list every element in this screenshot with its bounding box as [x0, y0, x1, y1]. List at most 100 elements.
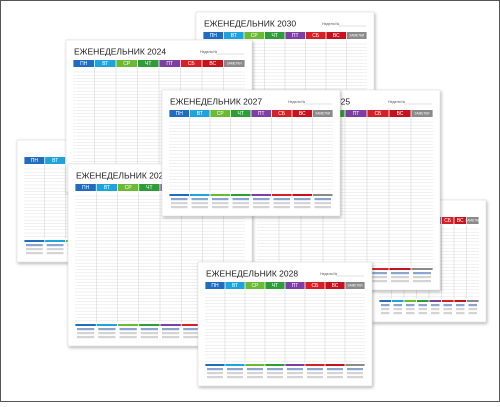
mini-calendar	[347, 372, 363, 375]
mini-calendar	[191, 198, 208, 201]
mini-calendar	[273, 198, 290, 201]
mini-calendar	[46, 244, 64, 247]
day-label: ПН	[31, 158, 39, 164]
mini-calendar	[183, 328, 201, 331]
mini-calendar	[253, 206, 270, 209]
mini-calendar	[393, 304, 402, 307]
planner-sheet: ЕЖЕНЕДЕЛЬНИК 2028 Неделя № ПН ВТ СР ЧТ ПТ СБ ВС З…	[197, 261, 373, 387]
color-bar	[210, 194, 231, 196]
mini-calendar	[26, 244, 43, 247]
mini-calendar	[443, 312, 452, 315]
mini-calendar	[77, 332, 95, 335]
day-label: СР	[217, 111, 225, 117]
mini-calendar	[431, 308, 440, 311]
day-label: ВТ	[197, 111, 203, 117]
color-bar	[45, 240, 66, 242]
day-header	[180, 60, 202, 67]
color-bar	[312, 194, 333, 196]
day-header	[292, 110, 313, 117]
day-header	[389, 110, 411, 117]
color-bar	[466, 300, 479, 302]
day-label: ЗАМЕТКИ	[348, 284, 364, 288]
day-header	[202, 60, 224, 67]
day-label: ЗАМЕТКИ	[315, 112, 331, 116]
mini-calendar	[314, 198, 331, 201]
day-label: ВТ	[104, 185, 110, 191]
mini-calendar	[294, 202, 311, 205]
mini-calendar	[171, 198, 188, 201]
mini-calendar	[431, 304, 440, 307]
mini-calendar	[327, 376, 343, 379]
mini-calendar	[227, 376, 243, 379]
mini-calendar	[267, 376, 283, 379]
day-header	[345, 110, 367, 117]
color-bar	[305, 364, 325, 366]
mini-calendar	[327, 368, 343, 371]
mini-calendar	[253, 202, 270, 205]
day-label: СБ	[188, 61, 196, 67]
mini-calendar	[393, 308, 402, 311]
color-bar	[181, 324, 203, 326]
mini-calendar	[273, 202, 290, 205]
week-label: Неделя №	[322, 22, 340, 26]
mini-calendar	[418, 304, 427, 307]
day-label: СБ	[312, 283, 320, 289]
planner-sheet: ЕЖЕНЕДЕЛЬНИК 2027 Неделя № ПН ВТ СР ЧТ ПТ СБ ВС З…	[161, 89, 341, 217]
day-label: ЧТ	[272, 283, 278, 289]
color-bar	[251, 194, 272, 196]
mini-calendar	[287, 368, 303, 371]
day-header	[271, 110, 292, 117]
day-header	[326, 32, 347, 39]
color-bar	[411, 268, 433, 270]
mini-calendar	[369, 280, 387, 283]
day-header	[265, 282, 285, 289]
color-bar	[345, 364, 365, 366]
mini-calendar	[456, 312, 465, 315]
color-bar	[441, 300, 454, 302]
color-bar	[75, 324, 96, 326]
mini-calendar	[418, 308, 427, 311]
mini-calendar	[468, 312, 477, 315]
mini-calendar	[247, 372, 263, 375]
mini-calendar	[413, 276, 431, 279]
mini-calendar	[140, 332, 158, 335]
mini-calendar	[212, 202, 229, 205]
day-label: ПН	[176, 111, 184, 117]
day-header	[45, 157, 66, 164]
mini-calendar	[443, 304, 452, 307]
color-bar	[265, 364, 285, 366]
day-label: ПН	[210, 33, 218, 39]
mini-calendar	[119, 332, 137, 335]
day-header	[189, 110, 210, 117]
color-bar	[205, 364, 225, 366]
mini-calendar	[207, 368, 223, 371]
day-header	[223, 60, 245, 67]
day-header	[345, 282, 365, 289]
day-header	[169, 110, 190, 117]
day-header	[73, 60, 95, 67]
sheet-title: ЕЖЕНЕДЕЛЬНИК 2024	[74, 46, 166, 56]
day-label: ЧТ	[272, 33, 278, 39]
day-header	[210, 110, 231, 117]
day-label: ВТ	[102, 61, 108, 67]
color-bar	[169, 194, 190, 196]
mini-calendar	[468, 308, 477, 311]
mini-calendar	[232, 202, 249, 205]
mini-calendar	[347, 376, 363, 379]
day-label: ЗАМЕТКИ	[349, 34, 365, 38]
color-bar	[429, 300, 442, 302]
day-label: ВТ	[231, 33, 237, 39]
mini-calendar	[171, 202, 188, 205]
mini-calendar	[183, 336, 201, 339]
mini-calendar	[267, 372, 283, 375]
day-header	[441, 217, 454, 224]
mini-calendar	[98, 336, 116, 339]
day-header	[24, 157, 45, 164]
color-bar	[230, 194, 251, 196]
color-bar	[96, 324, 118, 326]
mini-calendar	[369, 272, 387, 275]
color-bar	[325, 364, 345, 366]
mini-calendar	[294, 206, 311, 209]
day-header	[116, 60, 138, 67]
